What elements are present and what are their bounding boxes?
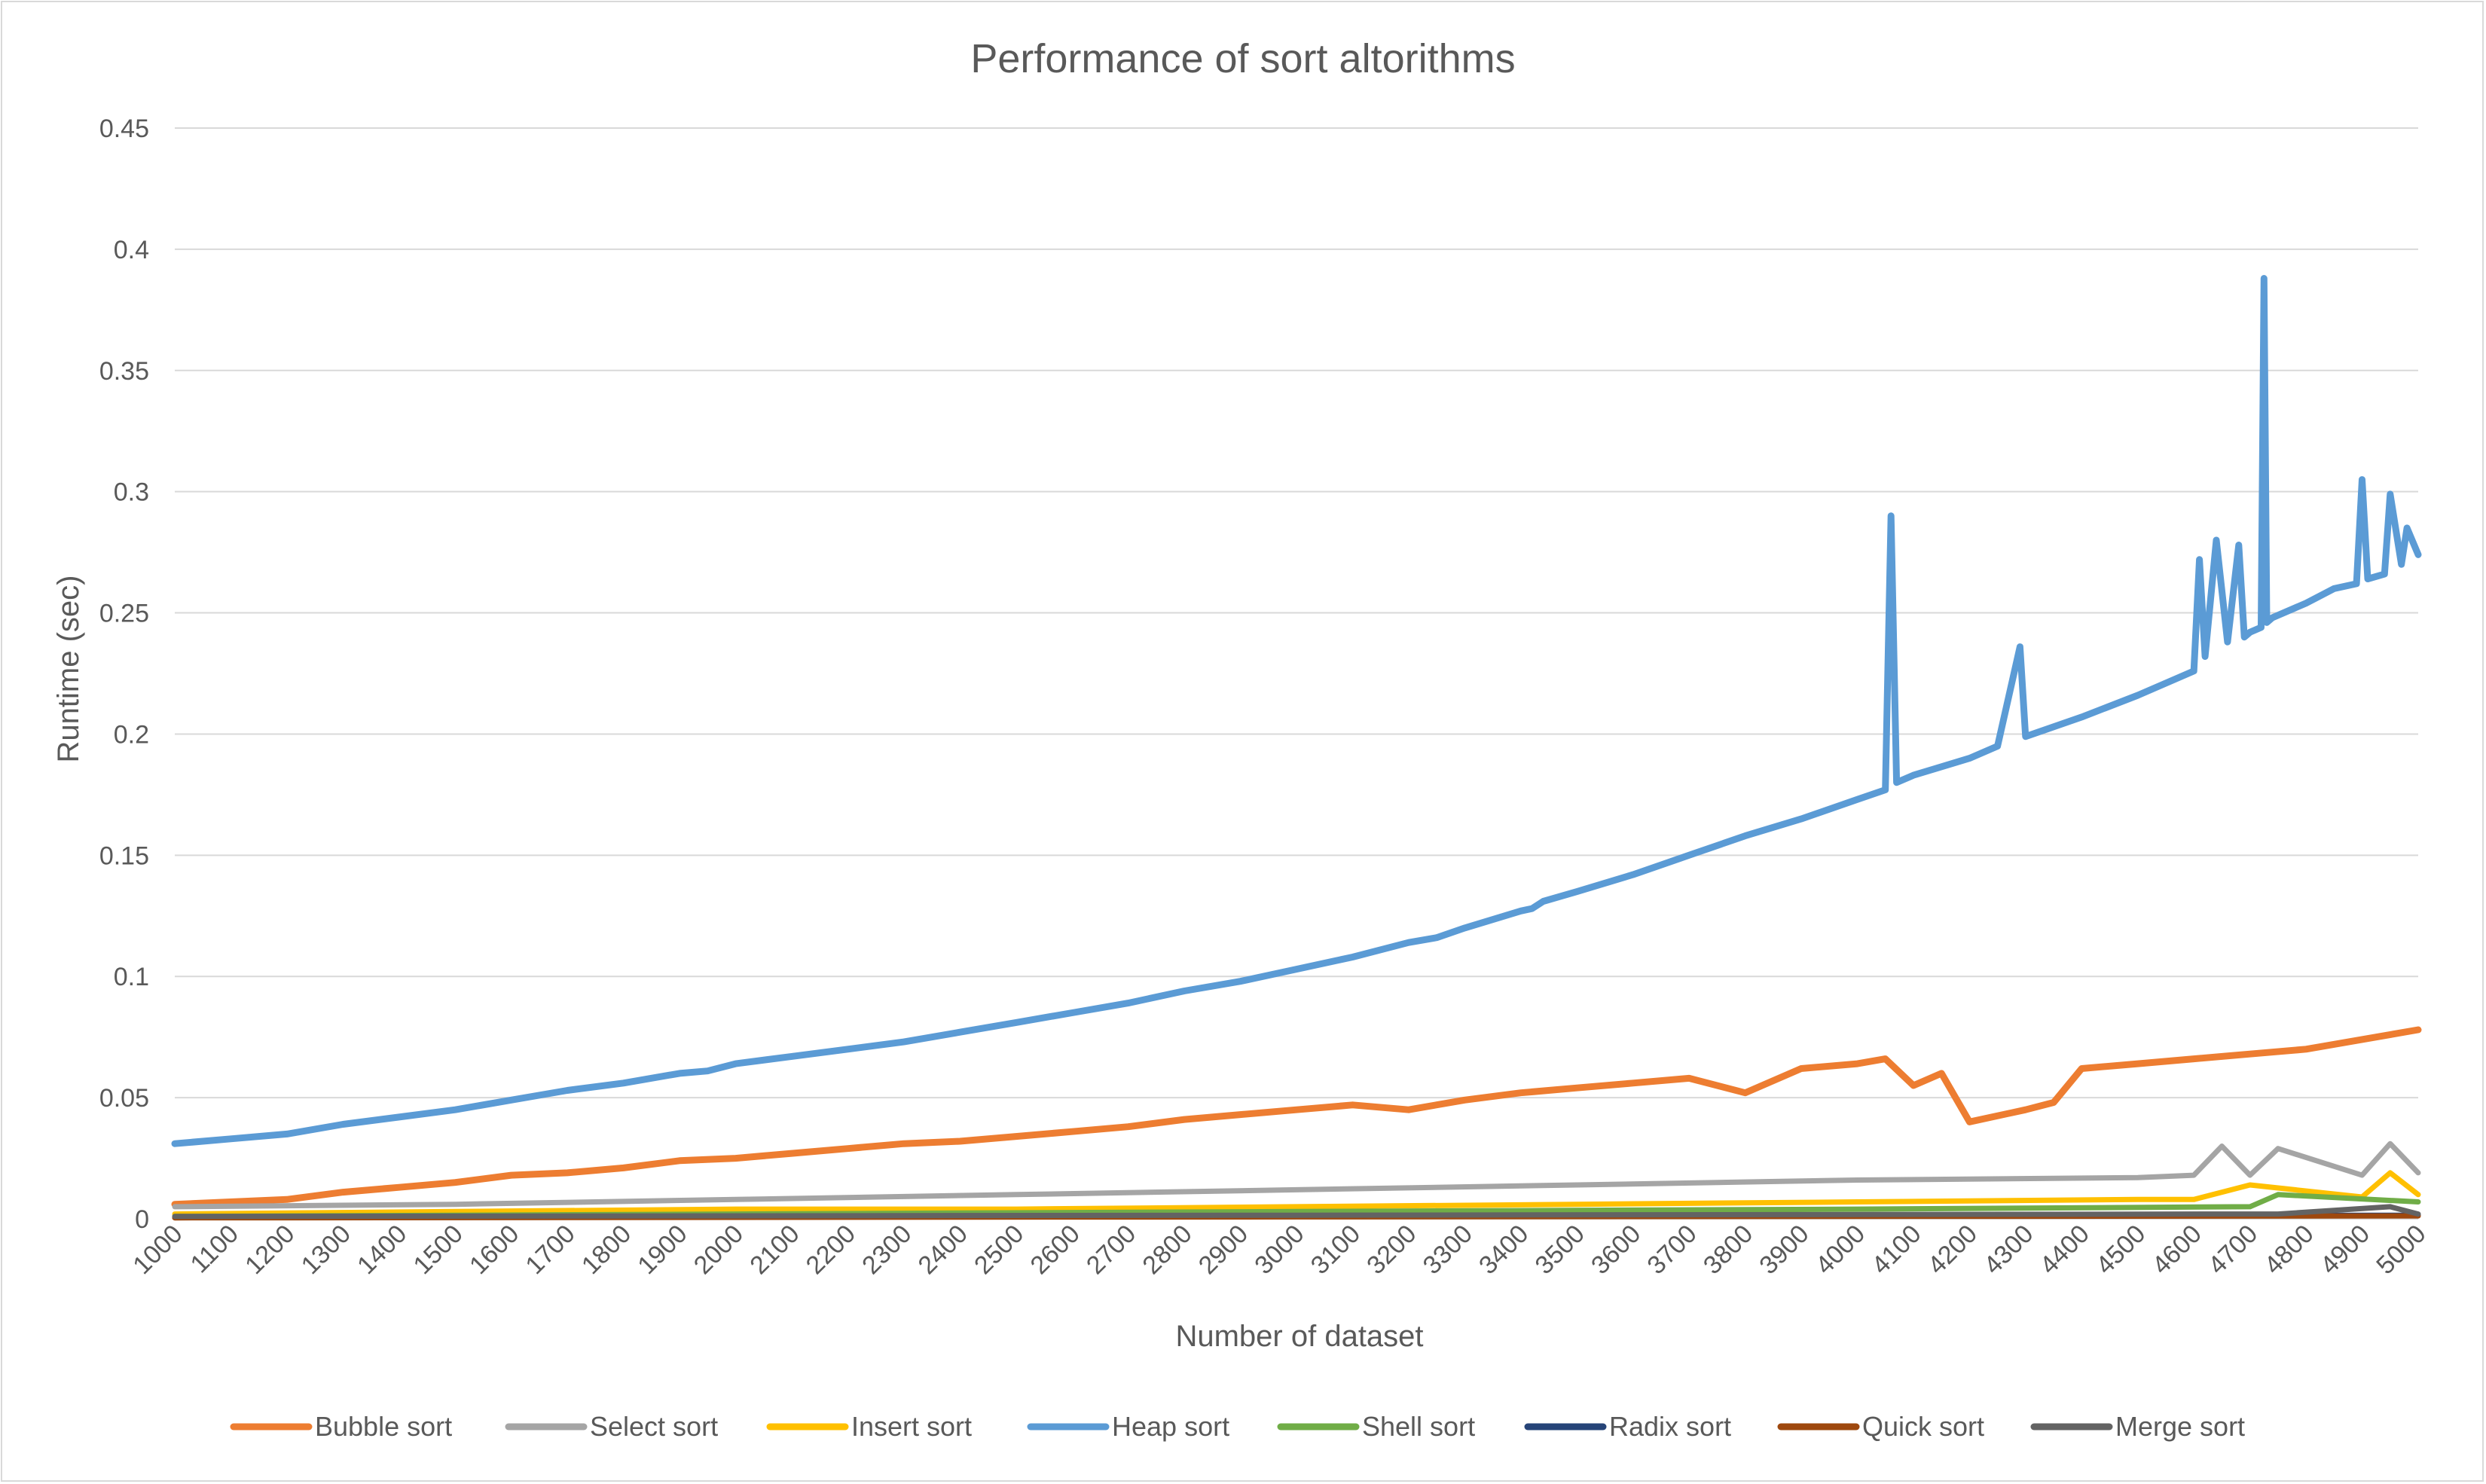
y-axis-ticks: 0 0.05 0.1 0.15 0.2 0.25 0.3 0.35 0.4 0.45 <box>99 115 149 1234</box>
legend-label: Quick sort <box>1862 1411 1984 1442</box>
x-tick-label: 2500 <box>969 1220 1029 1280</box>
x-tick-label: 2200 <box>801 1220 861 1280</box>
x-tick-label: 2400 <box>913 1220 973 1280</box>
legend-label: Merge sort <box>2115 1411 2245 1442</box>
series-line-heap-sort <box>171 275 2422 1147</box>
x-tick-label: 4400 <box>2035 1220 2095 1280</box>
x-tick-label: 3000 <box>1249 1220 1309 1280</box>
legend-label: Heap sort <box>1112 1411 1229 1442</box>
x-tick-label: 4100 <box>1866 1220 1926 1280</box>
x-tick-label: 3500 <box>1530 1220 1590 1280</box>
x-tick-label: 2700 <box>1081 1220 1141 1280</box>
x-tick-label: 3300 <box>1418 1220 1478 1280</box>
chart-title: Performance of sort altorithms <box>970 36 1515 81</box>
legend-label: Radix sort <box>1609 1411 1731 1442</box>
x-tick-label: 4600 <box>2147 1220 2207 1280</box>
x-tick-label: 1300 <box>296 1220 356 1280</box>
x-tick-label: 3700 <box>1642 1220 1702 1280</box>
x-tick-label: 2100 <box>744 1220 805 1280</box>
series-line-bubble-sort <box>171 1026 2422 1208</box>
legend-label: Shell sort <box>1362 1411 1475 1442</box>
x-tick-label: 1700 <box>520 1220 580 1280</box>
y-tick-label: 0.3 <box>114 478 149 507</box>
x-tick-label: 3900 <box>1754 1220 1814 1280</box>
series-line-merge-sort <box>172 1204 2421 1220</box>
x-tick-label: 4000 <box>1810 1220 1871 1280</box>
x-tick-label: 1100 <box>185 1220 245 1279</box>
series-line-select-sort <box>172 1140 2421 1210</box>
x-tick-label: 3600 <box>1586 1220 1646 1280</box>
x-tick-label: 4500 <box>2090 1220 2151 1280</box>
y-tick-label: 0.1 <box>114 963 149 991</box>
x-tick-label: 1500 <box>408 1220 469 1280</box>
x-tick-label: 3100 <box>1306 1220 1366 1280</box>
gridlines <box>175 127 2418 1220</box>
x-axis-ticks: 1000110012001300140015001600170018001900… <box>127 1220 2431 1280</box>
x-tick-label: 5000 <box>2371 1220 2431 1280</box>
x-tick-label: 4700 <box>2203 1220 2263 1280</box>
x-tick-label: 1900 <box>632 1220 692 1280</box>
x-tick-label: 1200 <box>240 1220 300 1280</box>
y-tick-label: 0.45 <box>99 115 149 143</box>
legend: Bubble sort Select sort Insert sort Heap so… <box>230 1411 2245 1442</box>
y-tick-label: 0 <box>135 1205 149 1234</box>
x-tick-label: 2800 <box>1137 1220 1197 1280</box>
y-tick-label: 0.05 <box>99 1084 149 1113</box>
x-axis-title: Number of dataset <box>1175 1320 1423 1353</box>
legend-label: Insert sort <box>851 1411 972 1442</box>
y-axis-title: Runtime (sec) <box>52 576 85 763</box>
y-tick-label: 0.35 <box>99 357 149 386</box>
x-tick-label: 4200 <box>1923 1220 1983 1280</box>
x-tick-label: 3800 <box>1698 1220 1758 1280</box>
legend-label: Select sort <box>590 1411 718 1442</box>
series-lines <box>171 275 2422 1221</box>
x-tick-label: 4900 <box>2315 1220 2375 1280</box>
y-tick-label: 0.2 <box>114 720 149 749</box>
y-tick-label: 0.15 <box>99 841 149 870</box>
x-tick-label: 3200 <box>1361 1220 1422 1280</box>
y-tick-label: 0.25 <box>99 600 149 628</box>
y-tick-label: 0.4 <box>114 236 149 264</box>
legend-label: Bubble sort <box>315 1411 452 1442</box>
x-tick-label: 2300 <box>857 1220 917 1280</box>
x-tick-label: 1800 <box>576 1220 637 1280</box>
x-tick-label: 3400 <box>1474 1220 1534 1280</box>
x-tick-label: 2000 <box>689 1220 749 1280</box>
x-tick-label: 1400 <box>352 1220 412 1280</box>
x-tick-label: 2600 <box>1025 1220 1086 1280</box>
x-tick-label: 4300 <box>1978 1220 2039 1280</box>
x-tick-label: 4800 <box>2258 1220 2319 1280</box>
x-tick-label: 2900 <box>1193 1220 1254 1280</box>
x-tick-label: 1600 <box>464 1220 524 1280</box>
